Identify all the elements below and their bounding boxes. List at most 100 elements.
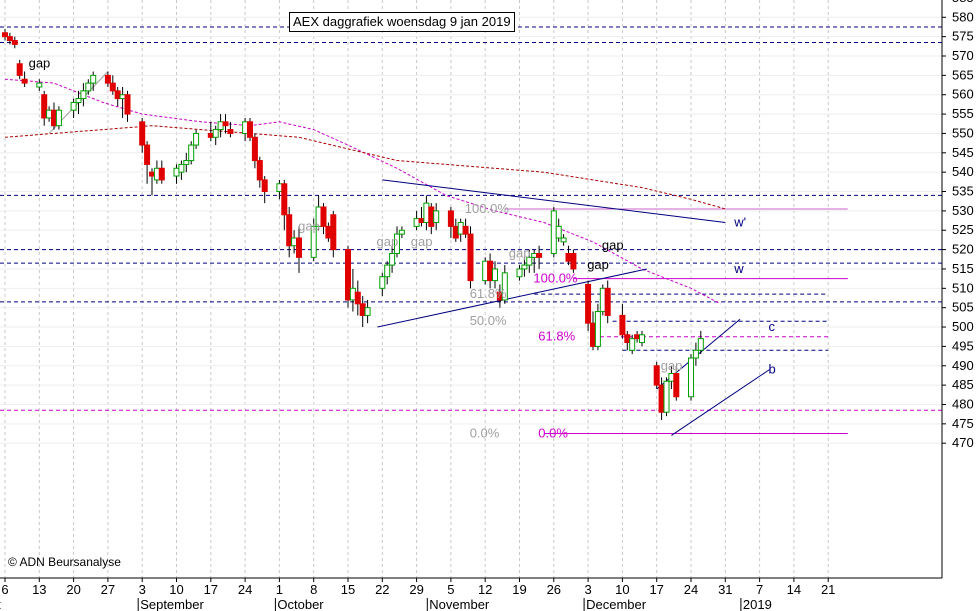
gap-label-0: gap — [29, 56, 51, 71]
x-tick-label-20: 24 — [684, 582, 698, 597]
candle-body-11 — [75, 98, 82, 103]
candle-body-26 — [178, 163, 185, 173]
candle-body-59 — [398, 229, 405, 235]
x-tick-label-21: 31 — [718, 582, 732, 597]
candle-body-48 — [325, 225, 332, 239]
candle-body-9 — [55, 109, 62, 127]
candle-body-31 — [212, 129, 219, 138]
x-tick-label-17: 3 — [584, 582, 591, 597]
candle-body-68 — [462, 225, 469, 235]
moving-average-line-1 — [4, 125, 726, 210]
candle-body-45 — [310, 225, 317, 258]
candle-body-77 — [526, 256, 533, 266]
candle-body-6 — [41, 94, 48, 119]
candle-body-88 — [599, 287, 606, 313]
y-tick-label-14: 540 — [952, 164, 974, 179]
fib-label-3: 0.0% — [470, 426, 500, 441]
wave-label-0: w' — [733, 214, 746, 229]
x-tick-label-19: 17 — [649, 582, 663, 597]
candle-body-53 — [359, 303, 366, 316]
y-tick-label-17: 555 — [952, 106, 974, 121]
candle-body-55 — [379, 276, 386, 289]
candle-body-92 — [629, 338, 636, 351]
candle-body-28 — [188, 144, 195, 162]
candle-body-101 — [692, 349, 699, 359]
x-tick-label-12: 29 — [409, 582, 423, 597]
candle-body-42 — [286, 214, 293, 247]
candle-body-60 — [413, 218, 420, 227]
candle-body-96 — [658, 384, 665, 413]
y-tick-label-6: 500 — [952, 319, 974, 334]
x-tick-label-5: 10 — [169, 582, 183, 597]
candle-body-80 — [550, 210, 557, 254]
horizontal-levels — [0, 26, 942, 435]
candle-body-102 — [697, 338, 704, 351]
candle-body-65 — [447, 210, 454, 227]
candle-body-4 — [21, 78, 28, 84]
candle-body-40 — [276, 183, 283, 193]
y-tick-label-19: 565 — [952, 67, 974, 82]
fib-label-1: 61.8% — [470, 286, 507, 301]
candle-body-5 — [36, 82, 43, 88]
x-tick-label-4: 3 — [139, 582, 146, 597]
candle-body-72 — [492, 268, 498, 282]
wave-label-2: c — [769, 319, 776, 334]
candle-body-95 — [653, 365, 660, 386]
x-tick-label-2: 20 — [66, 582, 80, 597]
candle-body-99 — [673, 373, 680, 398]
candle-body-43 — [291, 237, 298, 247]
candle-body-13 — [85, 82, 92, 92]
candle-body-30 — [207, 132, 214, 138]
candle-body-89 — [604, 287, 611, 316]
y-tick-label-20: 570 — [952, 48, 974, 63]
candle-body-10 — [70, 101, 77, 111]
candle-body-20 — [139, 121, 146, 146]
candle-body-44 — [296, 237, 302, 258]
candle-body-34 — [227, 129, 234, 134]
y-tick-label-21: 575 — [952, 29, 974, 44]
wave-label-1: w — [733, 261, 744, 276]
candle-body-90 — [619, 314, 626, 336]
x-tick-label-8: 1 — [276, 582, 283, 597]
candle-body-33 — [222, 121, 229, 127]
fib-label-4: 100.0% — [533, 271, 578, 286]
candle-body-66 — [452, 225, 459, 239]
x-tick-label-0: 6 — [1, 582, 8, 597]
candle-body-1 — [6, 36, 13, 42]
candle-body-97 — [663, 380, 670, 413]
month-label-5: 2019 — [743, 597, 772, 611]
candle-body-64 — [433, 210, 440, 223]
candle-body-86 — [590, 322, 596, 347]
chart-title: AEX daggrafiek woensdag 9 jan 2019 — [289, 12, 515, 32]
candle-body-78 — [531, 252, 538, 258]
grid — [0, 0, 942, 578]
trend-line-1 — [377, 268, 648, 328]
fib-label-0: 100.0% — [465, 201, 510, 216]
candle-body-23 — [153, 167, 160, 181]
candle-body-12 — [80, 90, 87, 100]
candle-body-63 — [428, 206, 435, 227]
candle-body-75 — [516, 268, 523, 278]
candle-body-16 — [109, 82, 116, 92]
gap-label-1: gap — [298, 218, 320, 233]
candle-body-39 — [261, 179, 268, 193]
candle-body-22 — [149, 171, 155, 177]
y-tick-label-13: 535 — [952, 184, 974, 199]
x-tick-label-1: 13 — [32, 582, 46, 597]
candle-body-83 — [565, 252, 572, 262]
candle-body-52 — [354, 291, 361, 305]
candle-body-84 — [570, 252, 577, 270]
candle-body-94 — [639, 334, 645, 344]
candle-body-57 — [389, 252, 396, 266]
gap-label-7: gap — [661, 358, 683, 373]
y-tick-label-0: 470 — [952, 435, 974, 450]
candle-body-70 — [482, 260, 489, 282]
x-tick-label-18: 10 — [615, 582, 629, 597]
y-tick-label-1: 475 — [952, 416, 974, 431]
candles — [2, 28, 704, 420]
y-tick-label-4: 490 — [952, 358, 974, 373]
candle-body-76 — [521, 264, 528, 270]
candle-body-54 — [364, 307, 371, 316]
